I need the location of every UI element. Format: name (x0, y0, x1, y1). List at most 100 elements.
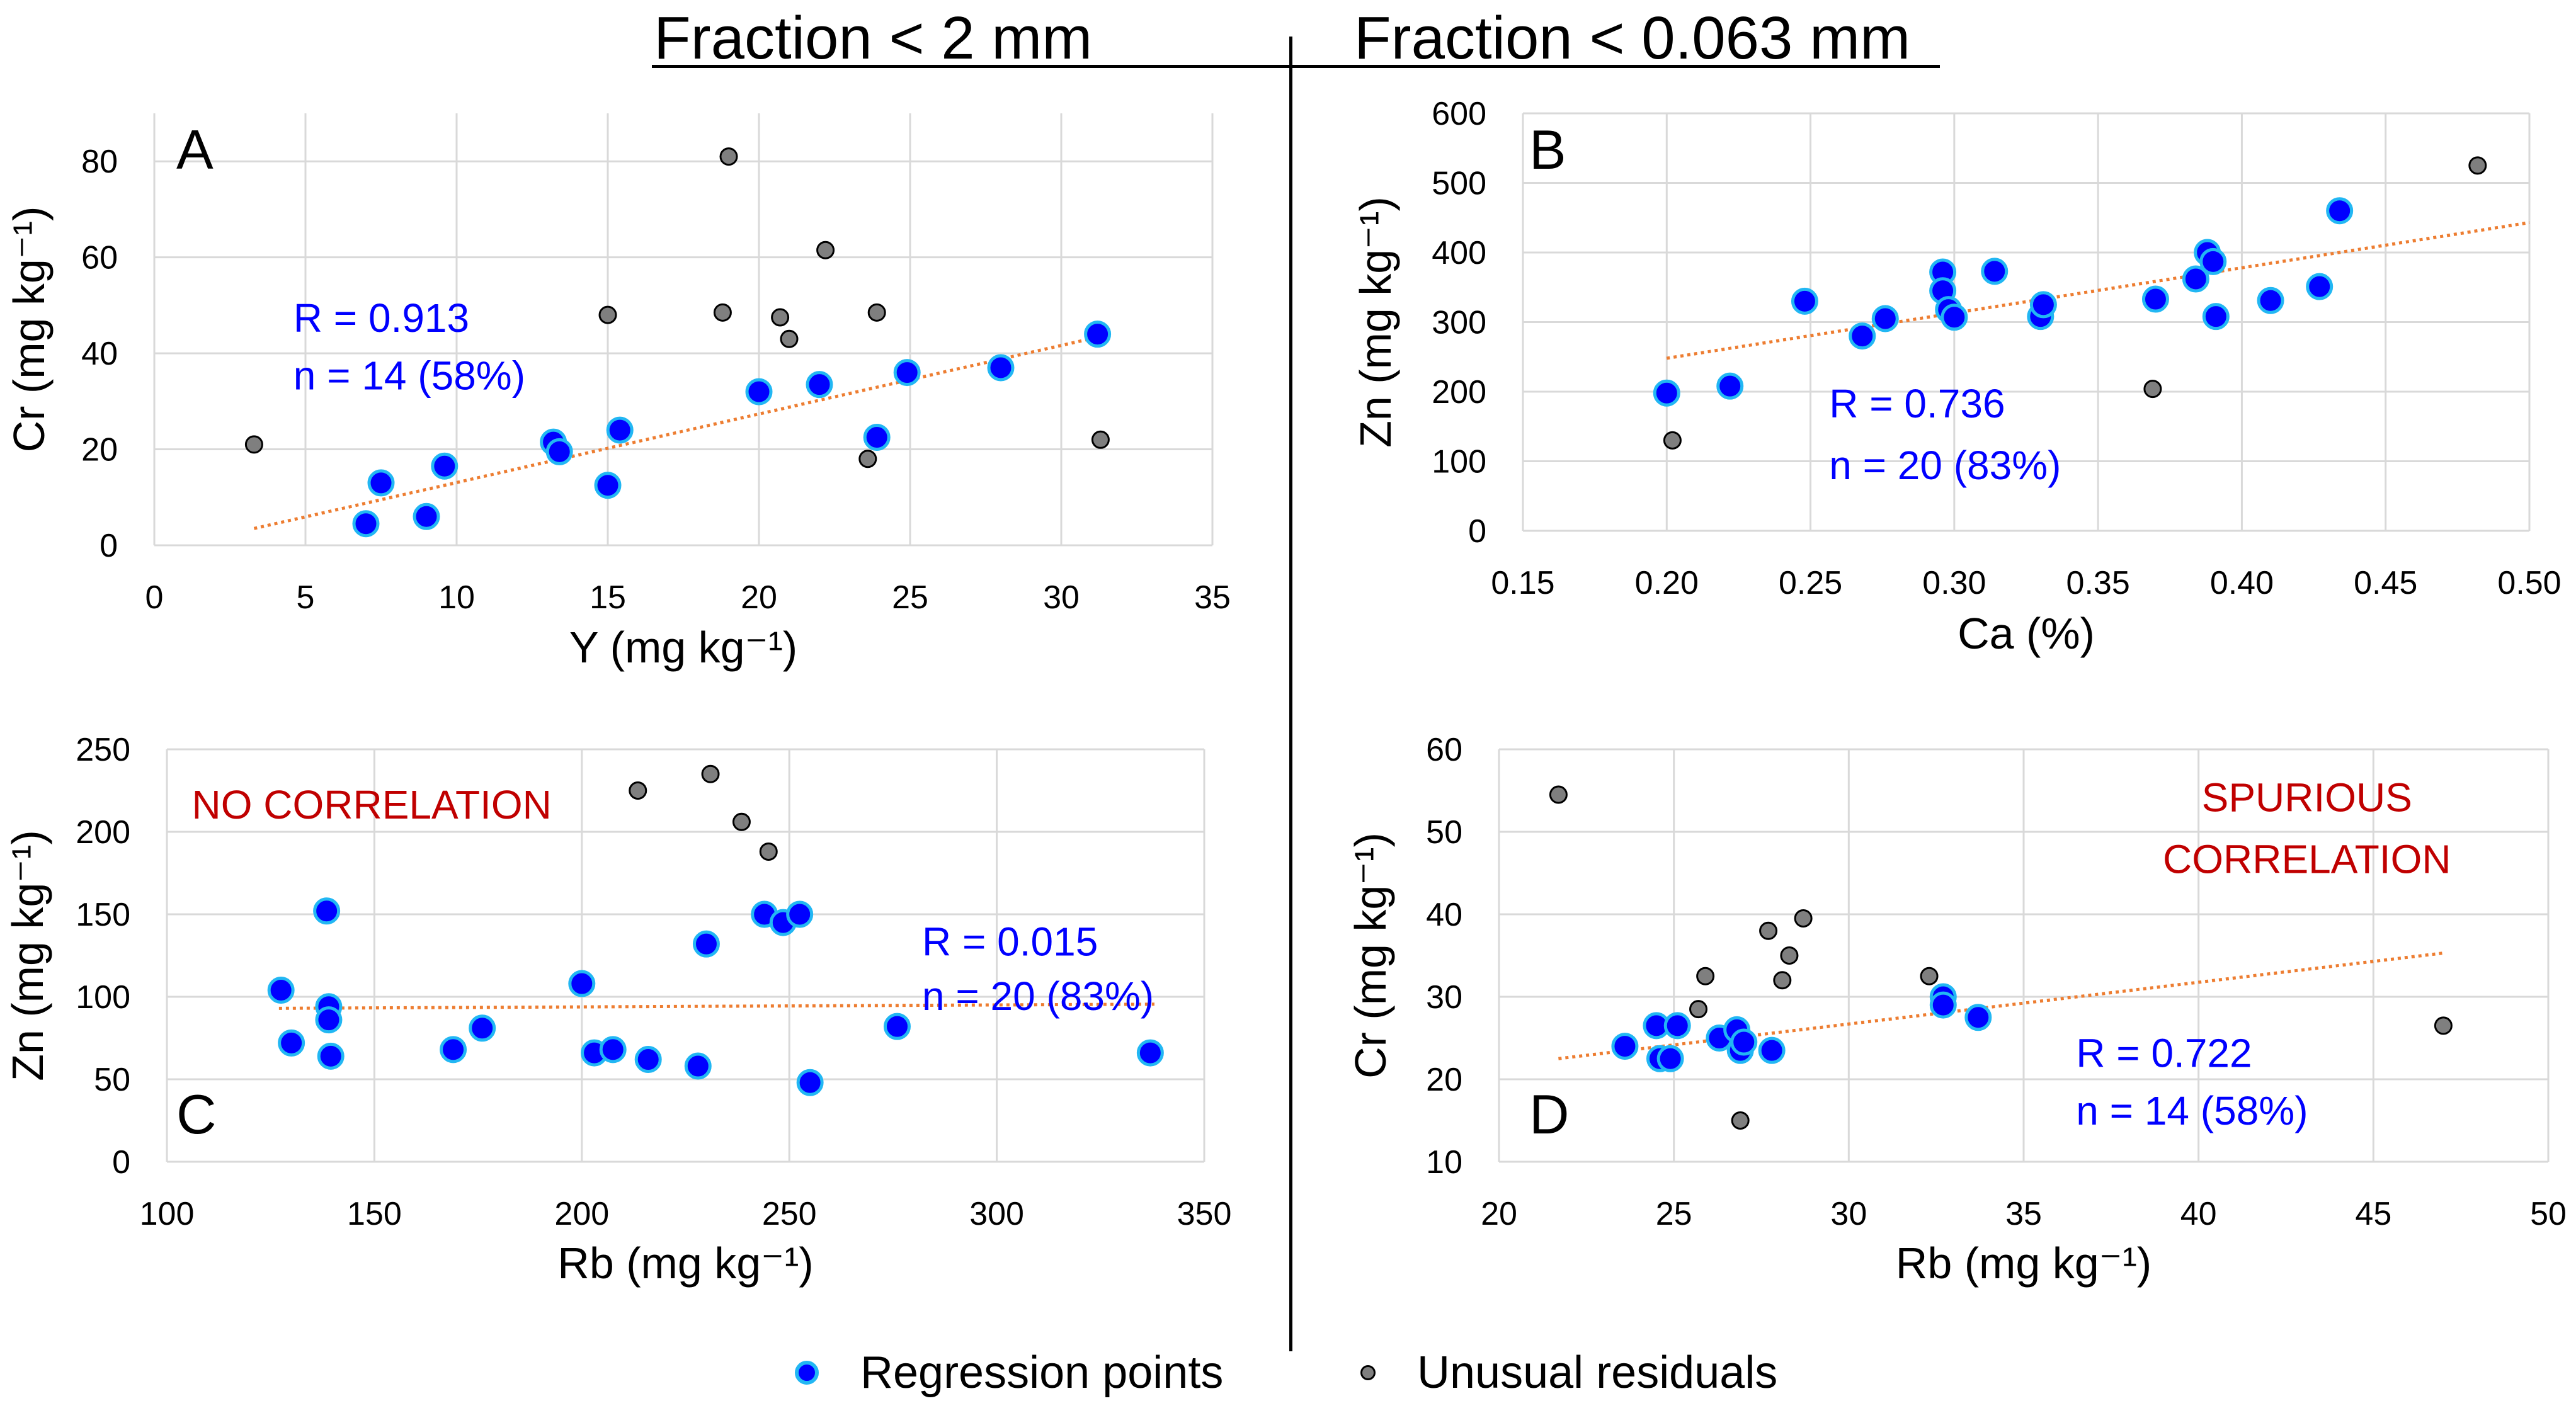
panel-c-ytick-label: 50 (94, 1062, 130, 1098)
panel-c-regression-point (317, 1042, 345, 1070)
panel-d-ylabel: Cr (mg kg⁻¹) (1346, 832, 1395, 1079)
panel-a-unusual-point (867, 303, 886, 322)
panel-b-ytick-label: 600 (1432, 96, 1486, 132)
panel-b-xtick-label: 0.30 (1922, 565, 1986, 601)
panel-c-xtick-label: 250 (762, 1196, 817, 1232)
panel-b-regression-point (2202, 303, 2230, 331)
panel-c-trendline (278, 1002, 1154, 1010)
panel-c-xtick-label: 200 (554, 1196, 609, 1232)
panel-b-xtick-label: 0.25 (1779, 565, 1842, 601)
panel-b-regression-point (1981, 258, 2009, 285)
panel-c-regression-point (267, 977, 295, 1004)
panel-b-xtick-label: 0.40 (2210, 565, 2274, 601)
panel-a-regression-point (806, 371, 833, 399)
panel-b-xtick-label: 0.45 (2354, 565, 2417, 601)
panel-d-xtick-label: 40 (2180, 1196, 2217, 1232)
panel-c-regression-point (599, 1036, 627, 1064)
panel-c-regression-point (469, 1014, 496, 1042)
panel-c-regression-point (568, 970, 596, 997)
panel-c-annotation: R = 0.015 (922, 919, 1098, 965)
legend-unusual: Unusual residuals (1360, 1344, 1777, 1401)
unusual-marker-icon (1360, 1365, 1376, 1380)
panel-b-ytick-label: 200 (1432, 374, 1486, 411)
panel-d-unusual-point (1773, 971, 1792, 990)
panel-a-regression-point (545, 438, 573, 465)
panel-b-regression-point (1941, 304, 1968, 331)
panel-a-unusual-point (713, 303, 732, 322)
panel-b-regression-point (2141, 285, 2169, 313)
panel-c-label: C (176, 1083, 217, 1145)
panel-d-unusual-point (1549, 785, 1568, 804)
panel-b-annotation: R = 0.736 (1829, 381, 2005, 426)
legend-regression: Regression points (795, 1344, 1223, 1401)
panel-b-ytick-label: 100 (1432, 444, 1486, 480)
panel-d-unusual-point (1780, 946, 1799, 965)
panel-b-unusual-point (2143, 380, 2162, 399)
panel-c-xtick-label: 150 (347, 1196, 402, 1232)
panel-c-xtick-label: 350 (1177, 1196, 1232, 1232)
panel-a-regression-point (594, 472, 622, 499)
header-fraction-0063mm: Fraction < 0.063 mm (1354, 4, 1911, 72)
panel-c-regression-point (1136, 1039, 1164, 1067)
panel-a-unusual-point (598, 305, 617, 324)
panel-c-annotation: NO CORRELATION (192, 782, 552, 827)
vertical-divider (1289, 37, 1292, 1351)
panel-c-regression-point (883, 1013, 911, 1040)
panel-a-ytick-label: 80 (81, 144, 118, 180)
panel-c-xtick-label: 100 (140, 1196, 195, 1232)
panel-d-unusual-point (1794, 909, 1813, 928)
panel-b-regression-point (2326, 197, 2354, 225)
panel-a-ytick-label: 20 (81, 432, 118, 468)
panel-b-regression-point (2199, 247, 2227, 275)
panel-d-ytick-label: 60 (1426, 732, 1462, 768)
panel-c-xtick-label: 300 (969, 1196, 1024, 1232)
panel-d-annotation: CORRELATION (2163, 837, 2451, 882)
panel-b-annotation: n = 20 (83%) (1829, 443, 2061, 488)
panel-a-regression-point (1084, 321, 1112, 348)
panel-d-xtick-label: 20 (1481, 1196, 1517, 1232)
panel-d-unusual-point (1696, 967, 1715, 985)
panel-d-xtick-label: 50 (2530, 1196, 2567, 1232)
panel-c-ytick-label: 0 (112, 1144, 130, 1181)
panel-b-ytick-label: 300 (1432, 305, 1486, 341)
panel-d-annotation: R = 0.722 (2076, 1030, 2252, 1075)
header-underline (652, 65, 1940, 68)
panel-d-regression-point (1730, 1028, 1758, 1056)
panel-a-regression-point (893, 359, 921, 387)
panel-c-ytick-label: 150 (76, 897, 130, 933)
panel-c-regression-point (786, 900, 814, 928)
panel-a-unusual-point (1091, 430, 1110, 449)
panel-a-ytick-label: 40 (81, 336, 118, 372)
panel-b-regression-point (2257, 287, 2284, 314)
panel-b-xtick-label: 0.50 (2497, 565, 2561, 601)
legend-regression-label: Regression points (860, 1348, 1224, 1398)
panel-c-unusual-point (701, 764, 720, 783)
panel-b-xlabel: Ca (%) (1958, 609, 2095, 658)
panel-c-regression-point (796, 1069, 824, 1096)
panel-b-ylabel: Zn (mg kg⁻¹) (1351, 196, 1400, 448)
panel-b-regression-point (1791, 287, 1818, 315)
panel-a-unusual-point (858, 450, 877, 468)
panel-a-regression-point (606, 416, 634, 444)
panel-a-trendline (253, 334, 1101, 530)
panel-b-ytick-label: 0 (1468, 513, 1486, 550)
panel-a-unusual-point (816, 241, 835, 259)
panel-c-xlabel: Rb (mg kg⁻¹) (557, 1239, 813, 1288)
panel-b-ytick-label: 500 (1432, 166, 1486, 202)
panel-a-ylabel: Cr (mg kg⁻¹) (4, 207, 54, 453)
legend-unusual-label: Unusual residuals (1417, 1348, 1778, 1398)
panel-a-xtick-label: 25 (892, 579, 928, 616)
panel-b-unusual-point (2468, 156, 2487, 175)
panel-b-regression-point (1871, 305, 1899, 332)
panel-d-ytick-label: 30 (1426, 979, 1462, 1016)
panel-b-regression-point (2029, 291, 2057, 319)
header-fraction-2mm: Fraction < 2 mm (654, 4, 1093, 72)
panel-c-unusual-point (629, 781, 647, 800)
panel-d-xtick-label: 25 (1656, 1196, 1692, 1232)
panel-d-unusual-point (1731, 1111, 1750, 1130)
panel-d-ytick-label: 40 (1426, 897, 1462, 933)
panel-a-annotation: n = 14 (58%) (294, 353, 525, 398)
panel-d-regression-point (1964, 1004, 1992, 1031)
panel-d-unusual-point (2434, 1016, 2453, 1035)
panel-c-ytick-label: 100 (76, 979, 130, 1016)
